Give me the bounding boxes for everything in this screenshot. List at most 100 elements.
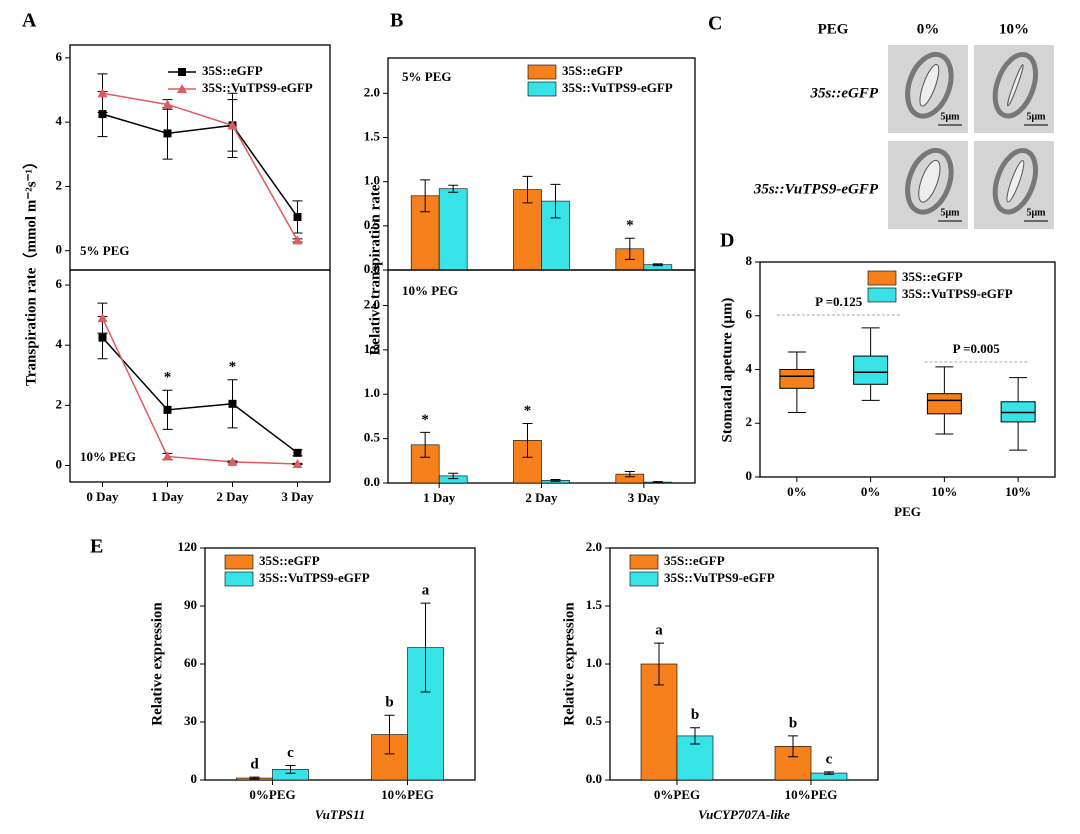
marker [228,399,237,408]
significance-label: d [250,757,259,773]
error-bar [652,481,663,484]
scale-label: 5μm [1027,111,1047,122]
box [779,369,815,389]
x-axis-label: PEG [894,504,921,519]
y-tick-label: 4 [56,113,63,128]
y-tick-label: 120 [178,539,198,554]
x-tick-label: 0 Day [86,489,119,504]
x-axis-label: VuTPS11 [315,807,366,822]
legend-swatch [224,571,254,587]
marker [97,313,108,323]
panel-label: A [22,10,37,32]
marker [97,88,108,98]
x-tick-label: 10% [1005,484,1031,499]
y-tick-label: 30 [184,713,197,728]
y-axis-label: Relative expression [149,602,165,726]
x-tick-label: 0% [787,484,807,499]
error-bar [522,175,533,204]
y-tick-label: 1.0 [586,655,602,670]
scale-label: 5μm [1027,207,1047,218]
legend-label: 35S::eGFP [562,63,623,78]
significance-label: * [626,218,634,234]
y-tick-label: 6 [746,307,753,322]
marker [162,451,173,461]
marker [227,120,238,130]
y-tick-label: 1.5 [364,128,381,143]
significance-label: c [826,751,833,767]
error-bar [788,735,798,758]
legend-swatch [629,554,659,570]
y-tick-label: 0.0 [364,474,380,489]
y-tick-label: 8 [746,253,753,268]
y-tick-label: 0.5 [586,713,603,728]
subtitle: 10% PEG [80,449,136,464]
x-tick-label: 10% [931,484,957,499]
stoma [905,51,954,119]
legend-label: 35S::VuTPS9-eGFP [259,570,370,585]
error-bar [448,184,459,193]
x-tick-label: 2 Day [525,490,558,505]
marker [292,235,303,245]
error-bar [652,263,663,267]
x-tick-label: 0%PEG [654,787,700,802]
error-bar [420,602,431,693]
box [853,355,889,385]
y-tick-label: 0 [746,468,753,483]
error-bar [522,423,533,458]
legend-marker [177,84,187,93]
y-tick-label: 1.5 [364,341,381,356]
legend-label: 35S::VuTPS9-eGFP [562,80,673,95]
y-tick-label: 1.0 [364,385,380,400]
legend-swatch [629,571,659,587]
error-bar [420,179,431,213]
error-bar [285,765,296,774]
scale-label: 5μm [941,207,961,218]
marker [292,458,303,468]
y-tick-label: 0 [191,771,198,786]
legend-swatch [867,287,897,303]
legend-swatch [224,554,254,570]
subtitle: 5% PEG [402,69,451,84]
significance-label: c [287,745,294,761]
legend-label: 35S::VuTPS9-eGFP [664,570,775,585]
x-tick-label: 1 Day [423,490,456,505]
y-tick-label: 2 [746,414,753,429]
row-label: 35s::eGFP [810,85,879,101]
error-bar [420,431,431,458]
marker [227,456,238,466]
y-tick-label: 1.0 [364,173,380,188]
error-bar [624,470,635,478]
stoma [992,52,1039,119]
y-axis-label: Relative expression [561,602,577,726]
x-tick-label: 10%PEG [381,787,434,802]
line [102,92,299,241]
marker [98,333,107,342]
panel-label: B [390,10,403,32]
y-tick-label: 4 [56,336,63,351]
column-label: 0% [917,21,940,37]
significance-label: a [655,623,663,639]
panel-label: D [720,230,734,252]
pore [919,63,940,107]
error-bar [824,771,834,775]
annotation: P =0.125 [815,294,863,309]
marker [162,99,173,109]
subtitle: 10% PEG [402,283,458,298]
row-label: 35s::VuTPS9-eGFP [753,181,879,197]
y-axis-label: Relative transpiration rate [367,184,383,355]
column-header: PEG [818,21,849,37]
marker [293,448,302,457]
y-tick-label: 0.0 [364,261,380,276]
significance-label: * [164,370,172,386]
panel-label: E [90,536,103,558]
legend-swatch [527,64,557,80]
y-tick-label: 2.0 [364,84,380,99]
stoma [992,148,1039,215]
error-bar [624,237,635,260]
panel-label: C [708,13,722,35]
y-tick-label: 2.0 [586,539,602,554]
legend-marker [178,68,186,76]
x-tick-label: 0% [861,484,881,499]
pore [1007,64,1024,107]
error-bar [249,776,260,780]
